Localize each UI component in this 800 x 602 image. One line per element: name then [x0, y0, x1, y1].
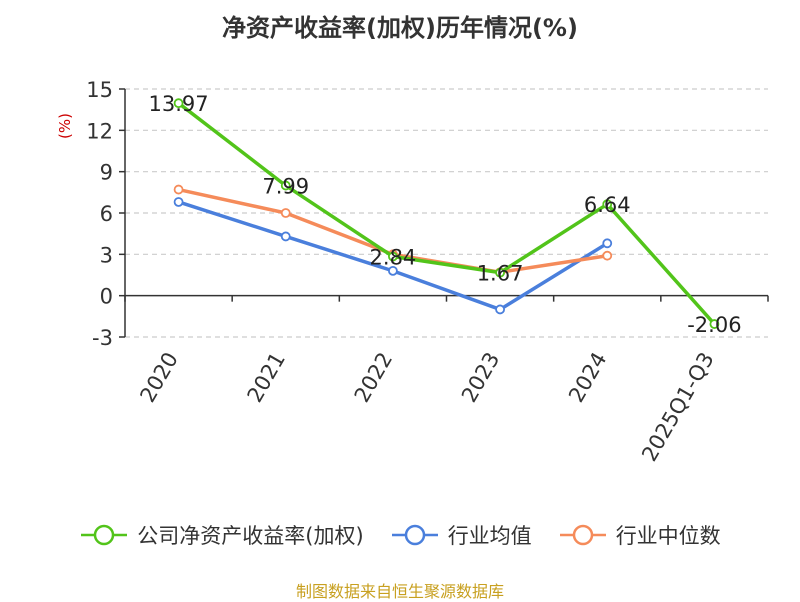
data-label: 2.84: [370, 246, 417, 270]
y-tick-label: 12: [86, 119, 113, 143]
data-point: [602, 238, 613, 249]
x-tick-label: 2024: [564, 348, 612, 406]
series-line: [177, 101, 716, 326]
x-tick-label: 2022: [350, 348, 398, 406]
data-label: 6.64: [584, 193, 631, 217]
data-point: [495, 304, 505, 315]
data-point: [173, 197, 184, 207]
data-point: [280, 208, 291, 218]
legend-item: 行业均值: [390, 520, 532, 550]
legend-marker-icon: [391, 524, 438, 546]
data-label: 1.67: [477, 262, 524, 286]
legend-item: 公司净资产收益率(加权): [79, 520, 364, 550]
data-label: -2.06: [687, 313, 741, 337]
chart-title: 净资产收益率(加权)历年情况(%): [222, 14, 578, 42]
data-point: [709, 319, 720, 329]
legend-marker-icon: [559, 524, 606, 546]
legend-label: 行业均值: [447, 524, 532, 548]
series-layer: [173, 98, 720, 329]
y-tick-label: 0: [100, 285, 113, 309]
legend-item: 行业中位数: [558, 520, 721, 550]
legend-label: 行业中位数: [615, 524, 721, 548]
y-tick-label: 9: [100, 161, 113, 185]
data-point: [602, 250, 613, 261]
data-point: [280, 231, 291, 242]
data-label: 7.99: [262, 175, 309, 199]
x-tick-label: 2020: [135, 348, 183, 406]
legend-marker-icon: [81, 524, 128, 546]
data-point: [280, 180, 291, 191]
data-point: [388, 251, 398, 262]
source-note: 制图数据来自恒生聚源数据库: [295, 582, 504, 601]
x-tick-label: 2023: [457, 348, 505, 406]
axis-layer: 15 12 9 6 3 0 -3 2020 2021 2022 2023 2024 2025Q1-Q3 (…: [56, 78, 769, 465]
data-point: [173, 184, 184, 195]
y-tick-label: 6: [100, 202, 113, 226]
legend: 公司净资产收益率(加权) 行业均值 行业中位数: [0, 520, 800, 550]
label-layer: 13.97 7.99 2.84 1.67 6.64 -2.06: [149, 92, 742, 337]
data-point: [602, 199, 613, 210]
y-tick-label: 15: [86, 78, 113, 102]
data-label: 13.97: [149, 92, 209, 116]
x-tick-label: 2021: [243, 348, 291, 406]
x-tick-label: 2025Q1-Q3: [637, 348, 719, 465]
grid-layer: [125, 88, 768, 338]
data-point: [495, 267, 505, 278]
data-point: [173, 98, 184, 109]
y-axis-label: (%): [56, 113, 74, 139]
legend-label: 公司净资产收益率(加权): [137, 524, 364, 548]
data-point: [388, 265, 398, 276]
y-tick-label: -3: [92, 326, 113, 350]
y-tick-label: 3: [100, 243, 113, 267]
